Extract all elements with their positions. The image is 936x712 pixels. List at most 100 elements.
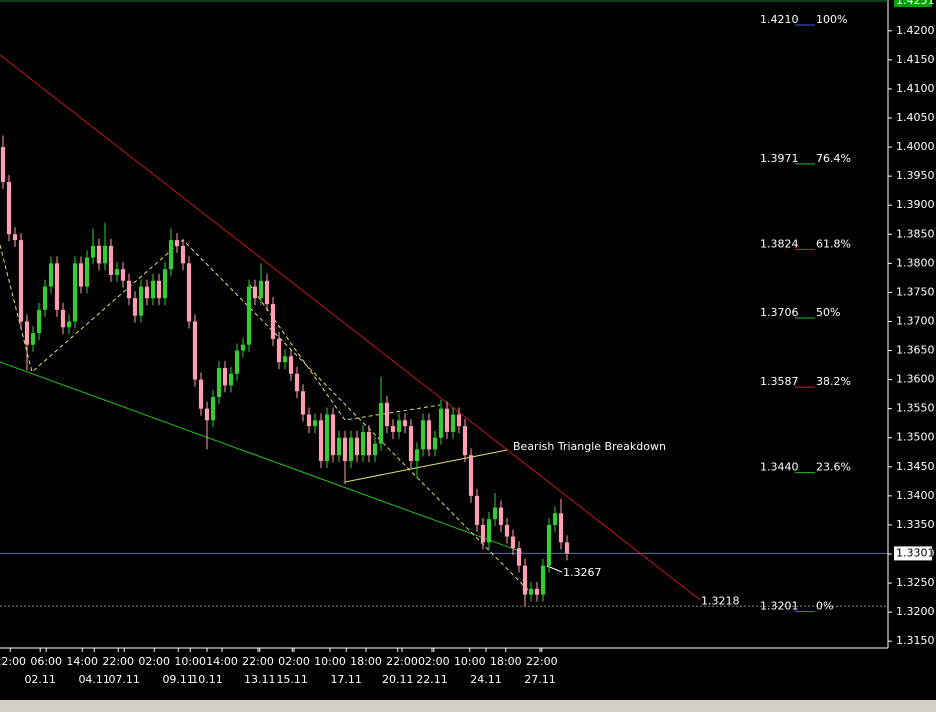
y-tick-label: 1.4100 [896,82,935,95]
body [6,181,12,235]
body [366,431,372,456]
body [360,431,366,456]
body [282,356,288,363]
y-tick-label: 1.3600 [896,373,935,386]
y-tick-label: 1.3400 [896,489,935,502]
body [528,588,534,595]
y-tick-label: 1.3500 [896,431,935,444]
y-tick-label: 1.4000 [896,140,935,153]
x-tick-label: 22:00 [102,655,134,668]
x-tick-label: 10.11 [191,673,223,686]
y-tick-label: 1.3850 [896,227,935,240]
body [186,263,192,322]
fib-pct: 76.4% [816,152,851,165]
body [180,245,186,264]
body [120,269,126,281]
body [138,286,144,316]
body [90,245,96,258]
x-tick-label: 10:00 [314,655,346,668]
price-label: 1.3218 [701,595,740,608]
body [234,350,240,374]
body [192,321,198,380]
scrollbar[interactable] [0,700,936,712]
body [306,414,312,427]
body [402,420,408,427]
body [174,240,180,246]
y-tick-label: 1.3350 [896,518,935,531]
body [354,437,360,456]
y-tick-label: 1.4150 [896,53,935,66]
body [378,402,384,444]
body [144,286,150,299]
x-tick-label: 22.11 [416,673,448,686]
y-tick-label: 1.3900 [896,198,935,211]
x-tick-label: 06:00 [30,655,62,668]
body [486,519,492,543]
lower-trendline [0,361,523,553]
x-tick-label: 22:00 [386,655,418,668]
x-tick-label: 02:00 [418,655,450,668]
body [438,408,444,438]
y-tick-label: 1.3650 [896,344,935,357]
x-tick-label: 09.11 [162,673,194,686]
body [42,286,48,310]
top-price-box [894,0,932,7]
y-tick-label: 1.3450 [896,460,935,473]
body [96,245,102,264]
last-price-box [894,546,932,561]
body [264,280,270,305]
body [558,513,564,543]
body [444,408,450,432]
x-tick-label: 22:00 [0,655,26,668]
body [288,356,294,374]
fib-price: 1.3587 [760,375,799,388]
y-tick-label: 1.3550 [896,402,935,415]
body [480,524,486,543]
x-tick-label: 17.11 [330,673,362,686]
layer [0,552,888,607]
body [294,373,300,392]
upper-trendline [0,54,701,601]
body [204,408,210,421]
body [78,263,84,287]
triangle-line [344,449,508,483]
body [156,280,162,299]
body [0,147,6,182]
y-tick-label: 1.3250 [896,576,935,589]
body [336,437,342,456]
body [114,269,120,275]
x-tick-label: 14:00 [206,655,238,668]
body [48,263,54,287]
body [420,420,426,450]
y-tick-label: 1.3150 [896,634,935,647]
y-tick-label: 1.3800 [896,256,935,269]
x-tick-label: 20.11 [382,673,414,686]
y-tick-label: 1.4200 [896,24,935,37]
body [30,333,36,345]
body [468,455,474,496]
x-tick-label: 02:00 [278,655,310,668]
x-tick-label: 27.11 [524,673,556,686]
body [18,240,24,322]
body [102,245,108,264]
body [552,513,558,525]
body [546,524,552,566]
body [12,234,18,241]
body [24,321,30,345]
body [228,373,234,386]
body [534,588,540,595]
body [72,263,78,322]
fib-pct: 38.2% [816,375,851,388]
x-tick-label: 02.11 [24,673,56,686]
body [318,420,324,461]
body [60,309,66,328]
body [426,420,432,450]
fib-pct: 50% [816,306,840,319]
fib-pct: 61.8% [816,237,851,250]
body [498,507,504,525]
body [276,338,282,363]
body [168,240,174,270]
body [252,286,258,299]
body [222,367,228,386]
